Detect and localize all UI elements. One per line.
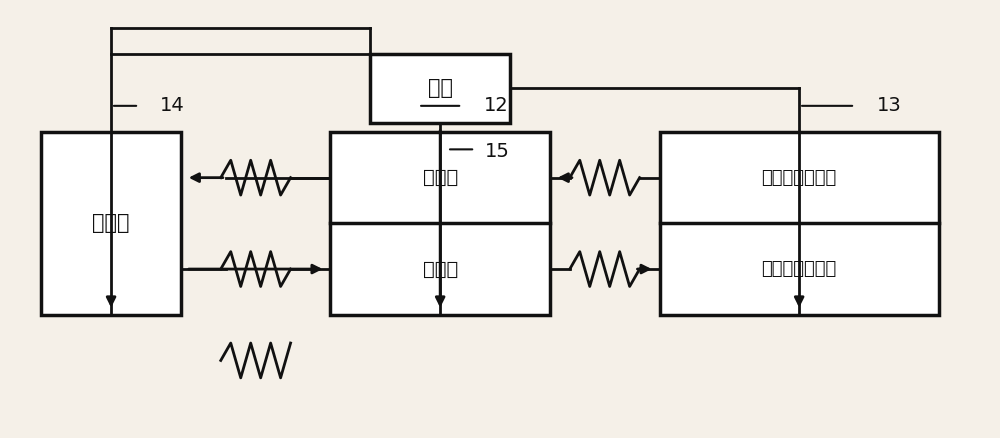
Text: 13: 13	[877, 96, 902, 115]
Text: 超声波收发电元: 超声波收发电元	[762, 260, 837, 278]
Text: 电磁波收发单元: 电磁波收发单元	[762, 169, 837, 187]
FancyBboxPatch shape	[330, 132, 550, 315]
Text: 传感器: 传感器	[92, 213, 130, 233]
Text: 12: 12	[484, 96, 509, 115]
Text: 电池: 电池	[428, 78, 453, 99]
FancyBboxPatch shape	[370, 53, 510, 123]
Text: 存储器: 存储器	[423, 260, 458, 279]
FancyBboxPatch shape	[660, 132, 939, 315]
FancyBboxPatch shape	[41, 132, 181, 315]
Text: 14: 14	[160, 96, 185, 115]
Text: 处理器: 处理器	[423, 168, 458, 187]
Text: 15: 15	[485, 142, 510, 161]
